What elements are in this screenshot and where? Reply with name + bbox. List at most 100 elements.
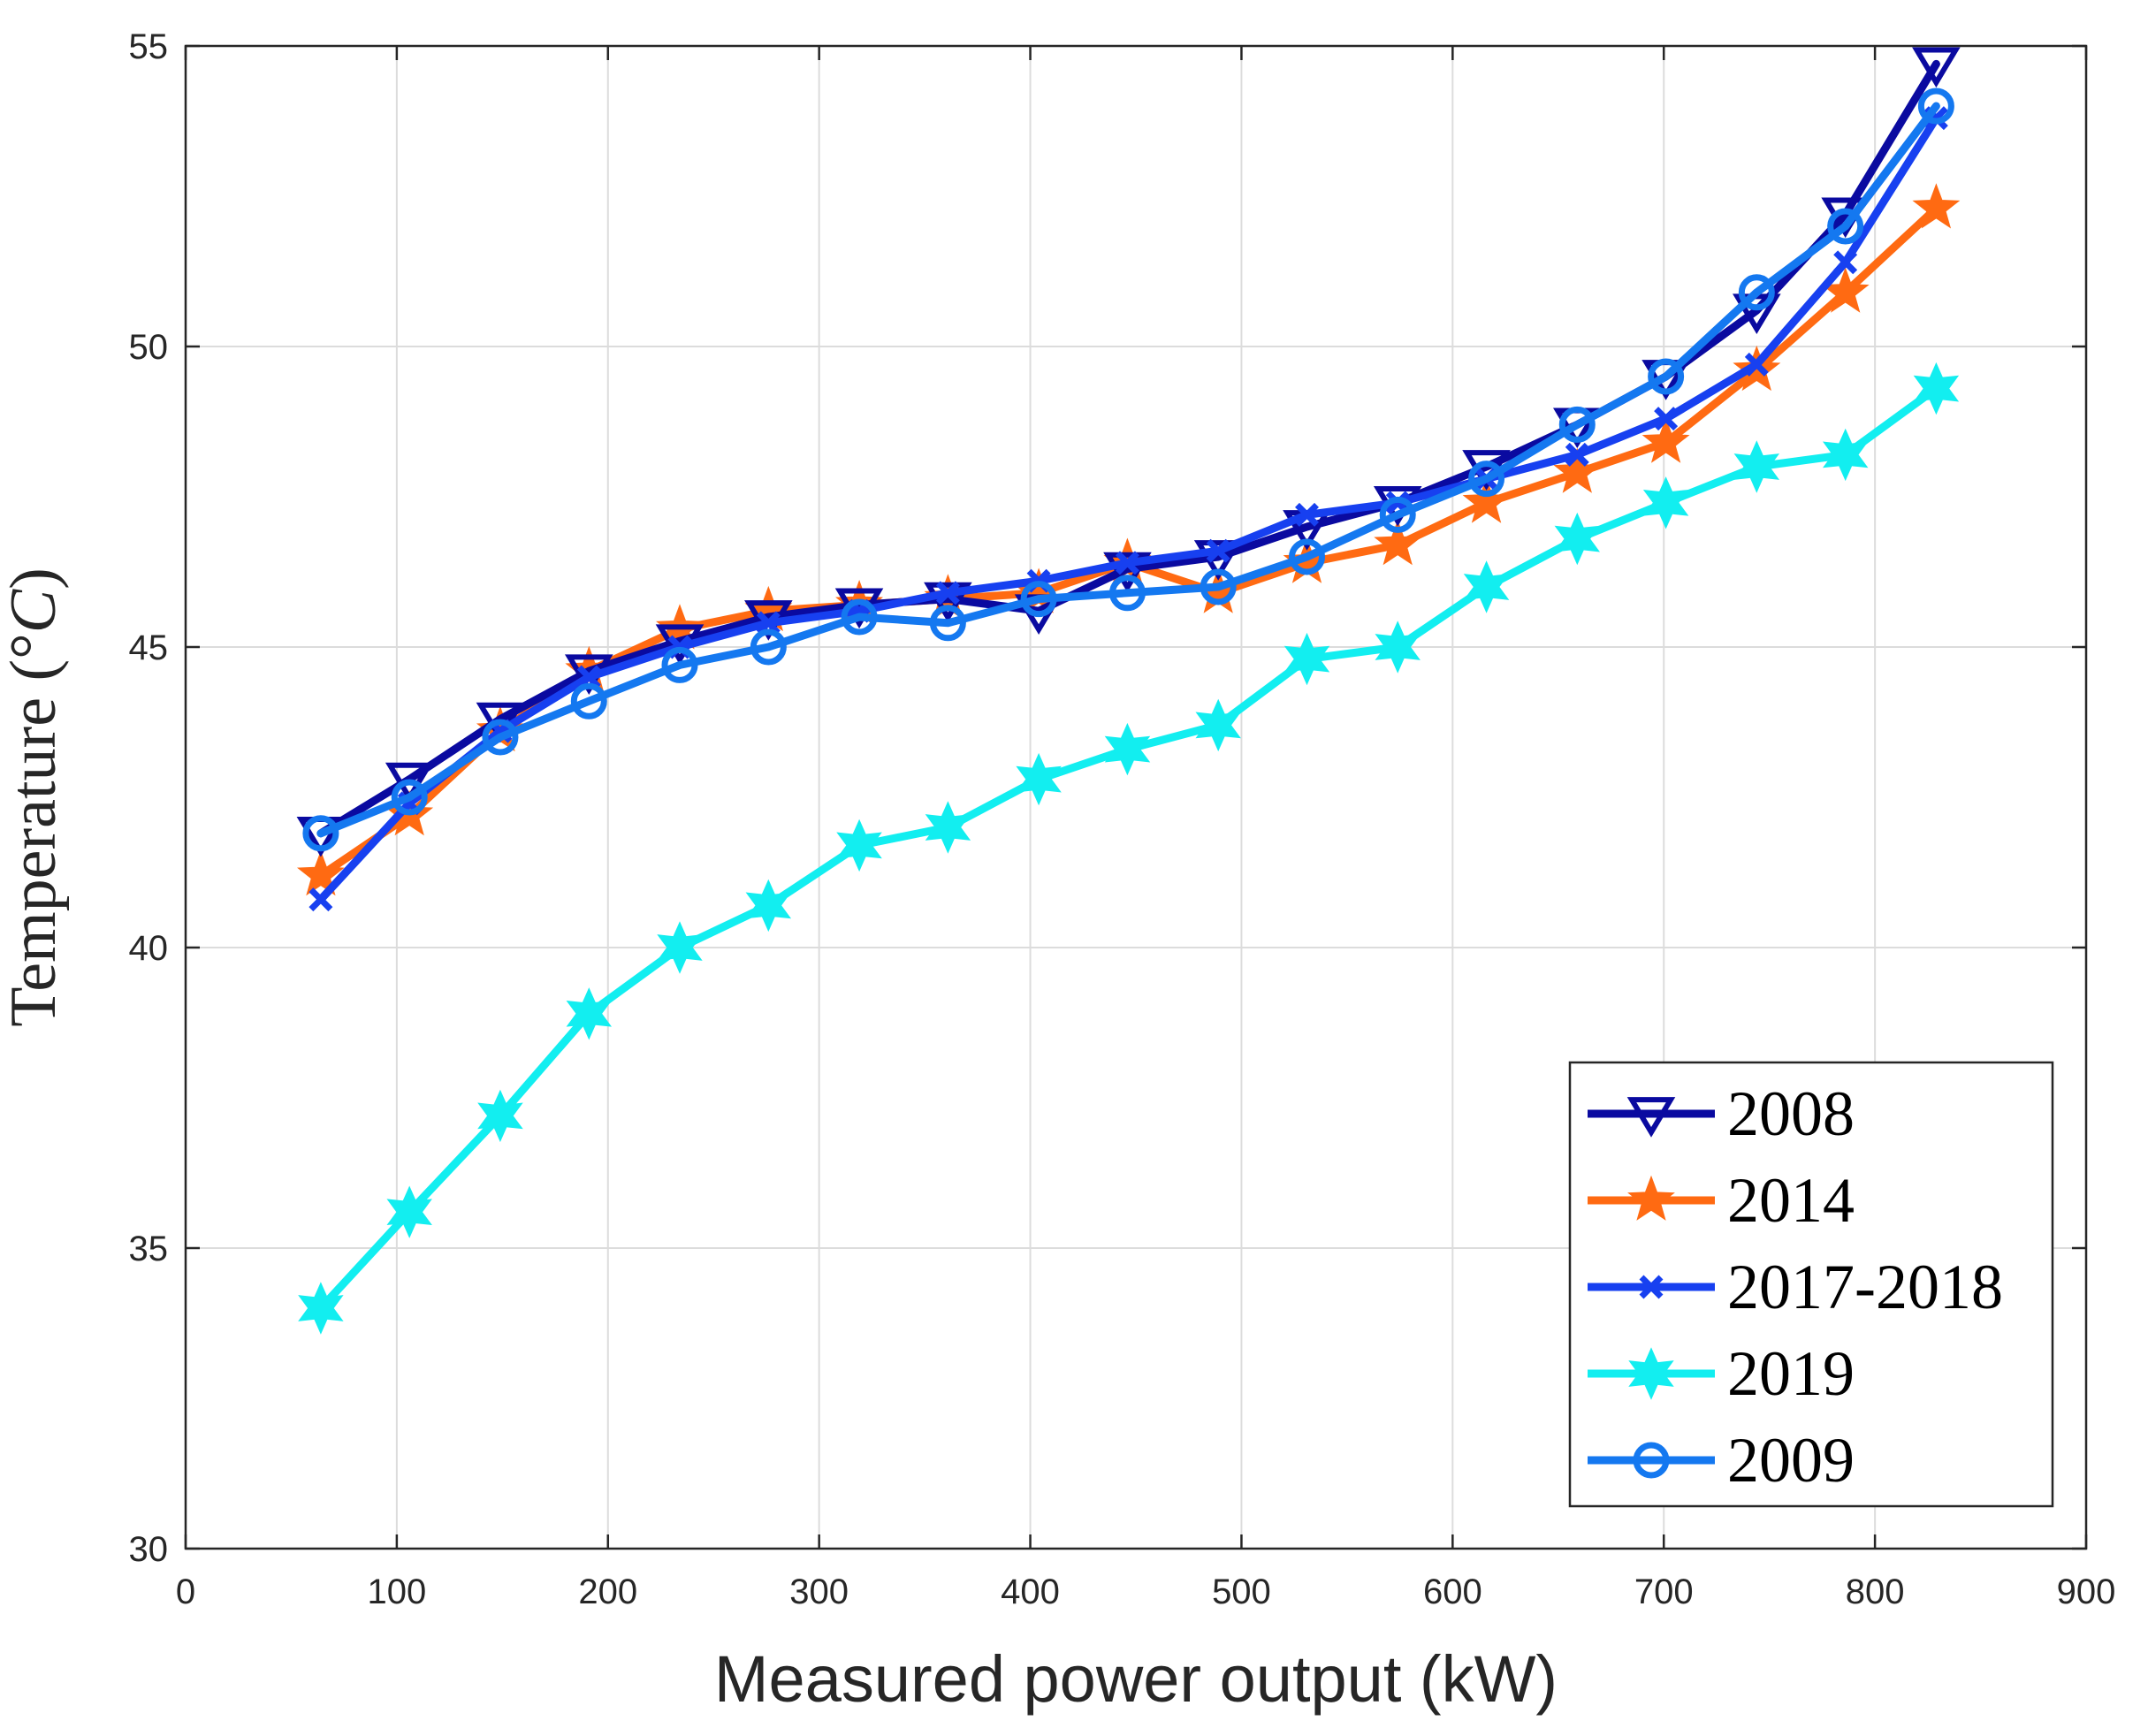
data-point-2019 [1375, 621, 1421, 674]
ticks: 0 100 200 300 400 500 600 700 800 900 30 35 40 45 50 55 [129, 27, 2116, 1611]
data-point-2009 [570, 682, 607, 720]
data-point-2009 [1108, 575, 1146, 612]
legend-item-2019: 2019 [1588, 1338, 1855, 1409]
grid [186, 46, 2086, 1549]
data-point-2019 [1913, 362, 1960, 415]
data-point-2017-2018 [1206, 538, 1230, 563]
data-point-2014 [1462, 477, 1511, 523]
data-point-2014 [1553, 447, 1602, 493]
x-tick-label: 0 [176, 1572, 195, 1611]
data-point-2009 [1827, 208, 1864, 245]
data-point-2017-2018 [576, 665, 601, 689]
y-tick-label: 45 [129, 628, 169, 667]
data-point-2009 [391, 779, 428, 816]
legend-label: 2014 [1727, 1165, 1855, 1236]
legend-item-2008: 2008 [1588, 1078, 1855, 1149]
x-tick-label: 900 [2057, 1572, 2116, 1611]
data-point-2009 [1648, 358, 1685, 395]
data-point-2014 [1641, 417, 1690, 463]
data-point-2019 [1283, 632, 1330, 686]
y-tick-label: 35 [129, 1230, 169, 1268]
data-point-2014 [1374, 520, 1422, 566]
x-tick-label: 100 [368, 1572, 427, 1611]
y-axis-label-symbol: C [0, 588, 70, 633]
data-point-2009 [1289, 538, 1325, 575]
data-point-2017-2018 [1565, 442, 1589, 467]
x-tick-label: 800 [1846, 1572, 1905, 1611]
data-point-2009 [661, 646, 698, 683]
data-point-2009 [1020, 581, 1057, 618]
data-point-2019 [1104, 722, 1151, 776]
series-2019 [298, 362, 1960, 1335]
x-tick-label: 300 [789, 1572, 849, 1611]
data-point-2019 [657, 921, 703, 974]
data-point-2019 [745, 879, 792, 933]
data-point-2014 [1912, 183, 1961, 229]
axes-box [184, 44, 2088, 1550]
x-axis-label: Measured power output (kW) [714, 1642, 1558, 1716]
data-point-2009 [482, 719, 519, 756]
legend-marker [1627, 1175, 1675, 1221]
data-point-2009 [1738, 274, 1775, 311]
data-point-2019 [1733, 440, 1780, 493]
data-point-2017-2018 [1744, 352, 1769, 377]
data-point-2019 [1016, 752, 1062, 806]
x-tick-label: 700 [1634, 1572, 1694, 1611]
data-point-2019 [1195, 698, 1241, 752]
data-point-2008 [385, 762, 434, 803]
data-point-2009 [1468, 461, 1505, 498]
legend-item-2017-2018: 2017-2018 [1588, 1252, 2003, 1322]
data-point-2017-2018 [1115, 551, 1139, 575]
series-layer [296, 47, 1961, 1335]
y-axis-label-suffix: ) [0, 567, 70, 590]
data-point-2019 [298, 1282, 344, 1335]
data-point-2008 [1912, 47, 1961, 88]
data-point-2014 [296, 850, 345, 896]
y-tick-label: 30 [129, 1530, 169, 1569]
legend-marker [1633, 1442, 1670, 1479]
legend-label: 2009 [1727, 1425, 1855, 1496]
data-point-2019 [836, 819, 882, 872]
data-point-2019 [1642, 476, 1689, 529]
data-point-2009 [1558, 406, 1596, 443]
x-tick-label: 200 [578, 1572, 637, 1611]
y-tick-label: 50 [129, 328, 169, 367]
y-tick-label: 40 [129, 929, 169, 968]
data-point-2009 [841, 598, 878, 636]
data-point-2017-2018 [1833, 250, 1858, 275]
x-tick-label: 400 [1001, 1572, 1060, 1611]
y-axis-label-prefix: Temperature ( [0, 659, 70, 1027]
y-axis-label: Temperature (°C) [0, 567, 70, 1027]
legend-label: 2017-2018 [1727, 1252, 2003, 1322]
y-tick-label: 55 [129, 27, 169, 66]
y-axis-label-degree: ° [0, 633, 70, 659]
data-point-2019 [1822, 428, 1869, 482]
data-point-2019 [566, 987, 613, 1040]
data-point-2009 [1379, 496, 1416, 533]
legend-item-2014: 2014 [1588, 1165, 1855, 1236]
legend-marker [1639, 1275, 1664, 1299]
data-point-2017-2018 [756, 611, 781, 636]
series-2009 [302, 88, 1954, 852]
legend: 2008 2014 2017-2018 2019 2009 [1568, 1061, 2054, 1508]
data-point-2019 [925, 801, 971, 854]
legend-marker [1626, 1097, 1676, 1138]
data-point-2009 [929, 605, 966, 642]
data-point-2009 [1200, 568, 1237, 605]
series-2017-2018 [308, 106, 1948, 912]
data-point-2019 [477, 1089, 523, 1143]
series-line-2009 [316, 102, 1940, 838]
legend-label: 2019 [1727, 1338, 1855, 1409]
legend-item-2009: 2009 [1588, 1425, 1855, 1496]
data-point-2017-2018 [935, 581, 960, 605]
data-point-2019 [1554, 512, 1601, 566]
legend-marker [1628, 1347, 1674, 1400]
x-tick-label: 500 [1212, 1572, 1271, 1611]
x-tick-label: 600 [1423, 1572, 1482, 1611]
data-point-2009 [302, 815, 339, 852]
data-point-2019 [1463, 560, 1510, 613]
data-point-2009 [750, 628, 787, 666]
data-point-2017-2018 [1295, 502, 1319, 527]
